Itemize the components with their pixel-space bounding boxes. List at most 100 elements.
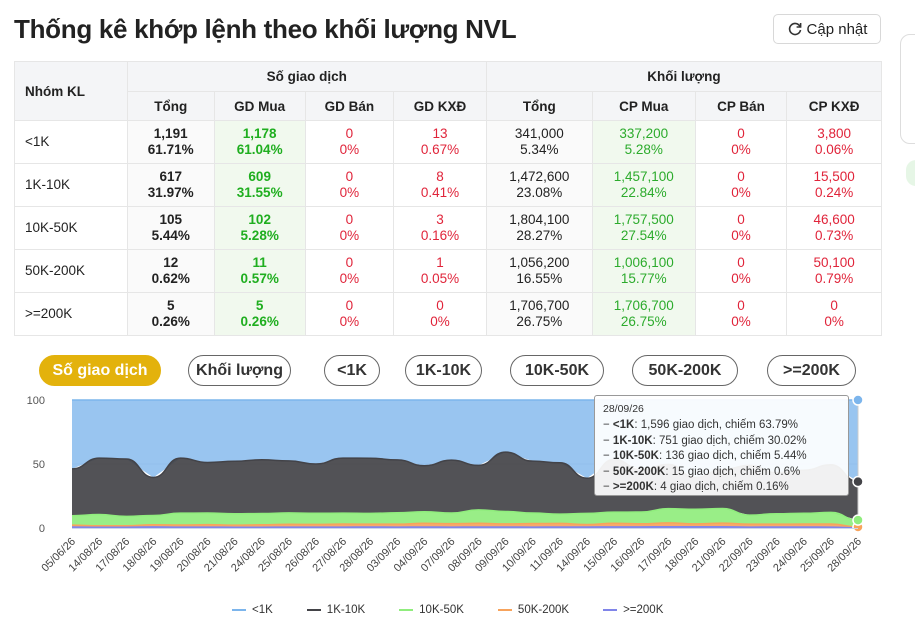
table-cell: 1,178 61.04% (213, 120, 306, 164)
table-cell: 609 31.55% (213, 163, 306, 207)
tab-2[interactable]: <1K (324, 355, 380, 386)
tooltip-line: − 10K-50K: 136 giao dịch, chiếm 5.44% (603, 450, 807, 463)
table-row: 10K-50K 105 5.44% 102 5.28% 0 0% 3 0.16% 1,804,10… (14, 206, 882, 250)
table-cell: 5 0.26% (126, 292, 215, 336)
side-badge (906, 160, 915, 186)
table-row: <1K 1,191 61.71% 1,178 61.04% 0 0% 13 0.67% 341,0… (14, 120, 882, 164)
table-row: 50K-200K 12 0.62% 11 0.57% 0 0% 1 0.05% 1,056,200… (14, 249, 882, 293)
table-cell: 1,706,700 26.75% (485, 292, 593, 336)
legend-label: >=200K (623, 604, 664, 616)
table-cell: 15,500 0.24% (786, 163, 882, 207)
table-cell: 0 0% (694, 206, 788, 250)
line-50K-200K (71, 522, 859, 528)
legend-swatch (399, 609, 414, 611)
subheader-2: GD Bán (304, 91, 395, 121)
legend-item[interactable]: 1K-10K (306, 602, 366, 618)
tab-6[interactable]: >=200K (767, 355, 856, 386)
table-cell: 5 0.26% (213, 292, 306, 336)
table-cell: 617 31.97% (126, 163, 215, 207)
table-cell: 102 5.28% (213, 206, 306, 250)
table-cell: 3,800 0.06% (786, 120, 882, 164)
hover-marker (852, 475, 864, 488)
row-group: 1K-10K (14, 163, 128, 207)
side-panel-edge (900, 34, 915, 144)
page-title: Thống kê khớp lệnh theo khối lượng NVL (14, 14, 517, 44)
tab-4[interactable]: 10K-50K (510, 355, 604, 386)
row-group: 10K-50K (14, 206, 128, 250)
table-cell: 11 0.57% (213, 249, 306, 293)
table-cell: 0 0% (694, 163, 788, 207)
subheader-5: CP Mua (591, 91, 696, 121)
table-cell: 13 0.67% (393, 120, 487, 164)
legend-swatch (603, 609, 618, 611)
chart-tooltip: 28/09/26 − <1K: 1,596 giao dịch, chiếm 6… (594, 395, 849, 496)
subheader-3: GD KXĐ (393, 91, 487, 121)
header-trades: Số giao dịch (126, 61, 487, 92)
subheader-6: CP Bán (694, 91, 788, 121)
table-cell: 1,006,100 15.77% (591, 249, 696, 293)
tooltip-date: 28/09/26 (603, 403, 644, 415)
legend-swatch (497, 609, 512, 611)
legend-label: 10K-50K (419, 604, 464, 616)
y-tick-label: 100 (27, 395, 45, 407)
table-row: >=200K 5 0.26% 5 0.26% 0 0% 0 0% 1,706,700 26.75% 1… (14, 292, 882, 336)
legend-item[interactable]: >=200K (603, 602, 663, 618)
table-cell: 0 0% (304, 292, 395, 336)
chart-tabs: Số giao dịch Khối lượng <1K 1K-10K 10K-50K 50… (39, 355, 859, 387)
table-cell: 1,804,100 28.27% (485, 206, 593, 250)
header-group: Nhóm KL (14, 61, 128, 121)
tooltip-line: − >=200K: 4 giao dịch, chiếm 0.16% (603, 481, 789, 494)
table-cell: 50,100 0.79% (786, 249, 882, 293)
table-cell: 1,056,200 16.55% (485, 249, 593, 293)
header-volume: Khối lượng (485, 61, 883, 92)
subheader-7: CP KXĐ (786, 91, 882, 121)
table-cell: 0 0% (304, 249, 395, 293)
legend-swatch (232, 609, 246, 611)
hover-marker (852, 514, 864, 526)
table-cell: 0 0% (393, 292, 487, 336)
table-cell: 0 0% (694, 120, 788, 164)
legend-item[interactable]: 10K-50K (399, 602, 464, 618)
hover-marker (852, 394, 864, 406)
refresh-button[interactable]: Cập nhật (773, 14, 881, 44)
legend-label: 1K-10K (326, 604, 366, 616)
refresh-label: Cập nhật (806, 20, 868, 38)
table-cell: 0 0% (694, 292, 788, 336)
chart-legend: <1K 1K-10K 10K-50K 50K-200K >=200K (232, 602, 697, 618)
table-cell: 12 0.62% (126, 249, 215, 293)
table-cell: 341,000 5.34% (485, 120, 593, 164)
table-cell: 8 0.41% (393, 163, 487, 207)
table-cell: 0 0% (304, 163, 395, 207)
legend-swatch (306, 609, 321, 611)
table-cell: 105 5.44% (126, 206, 215, 250)
tab-3[interactable]: 1K-10K (405, 355, 482, 386)
table-cell: 337,200 5.28% (591, 120, 696, 164)
table-cell: 46,600 0.73% (786, 206, 882, 250)
legend-item[interactable]: <1K (232, 602, 273, 618)
table-cell: 1,706,700 26.75% (591, 292, 696, 336)
y-tick-label: 0 (39, 523, 45, 535)
subheader-0: Tổng (126, 91, 215, 121)
table-cell: 1,472,600 23.08% (485, 163, 593, 207)
table-cell: 0 0% (304, 206, 395, 250)
table-cell: 0 0% (694, 249, 788, 293)
table-row: 1K-10K 617 31.97% 609 31.55% 0 0% 8 0.41% 1,472,6… (14, 163, 882, 207)
row-group: 50K-200K (14, 249, 128, 293)
subheader-1: GD Mua (213, 91, 306, 121)
tab-0[interactable]: Số giao dịch (39, 355, 161, 386)
legend-item[interactable]: 50K-200K (497, 602, 570, 618)
tooltip-line: − 50K-200K: 15 giao dịch, chiếm 0.6% (603, 465, 801, 478)
line-10K-50K (71, 507, 859, 521)
table-cell: 3 0.16% (393, 206, 487, 250)
row-group: <1K (14, 120, 128, 164)
table-cell: 0 0% (304, 120, 395, 164)
tab-1[interactable]: Khối lượng (188, 355, 291, 386)
refresh-icon (788, 22, 801, 36)
table-cell: 1,757,500 27.54% (591, 206, 696, 250)
y-tick-label: 50 (33, 459, 45, 471)
tooltip-line: − 1K-10K: 751 giao dịch, chiếm 30.02% (603, 434, 807, 447)
legend-label: 50K-200K (517, 604, 570, 616)
legend-label: <1K (252, 604, 273, 616)
tab-5[interactable]: 50K-200K (632, 355, 738, 386)
